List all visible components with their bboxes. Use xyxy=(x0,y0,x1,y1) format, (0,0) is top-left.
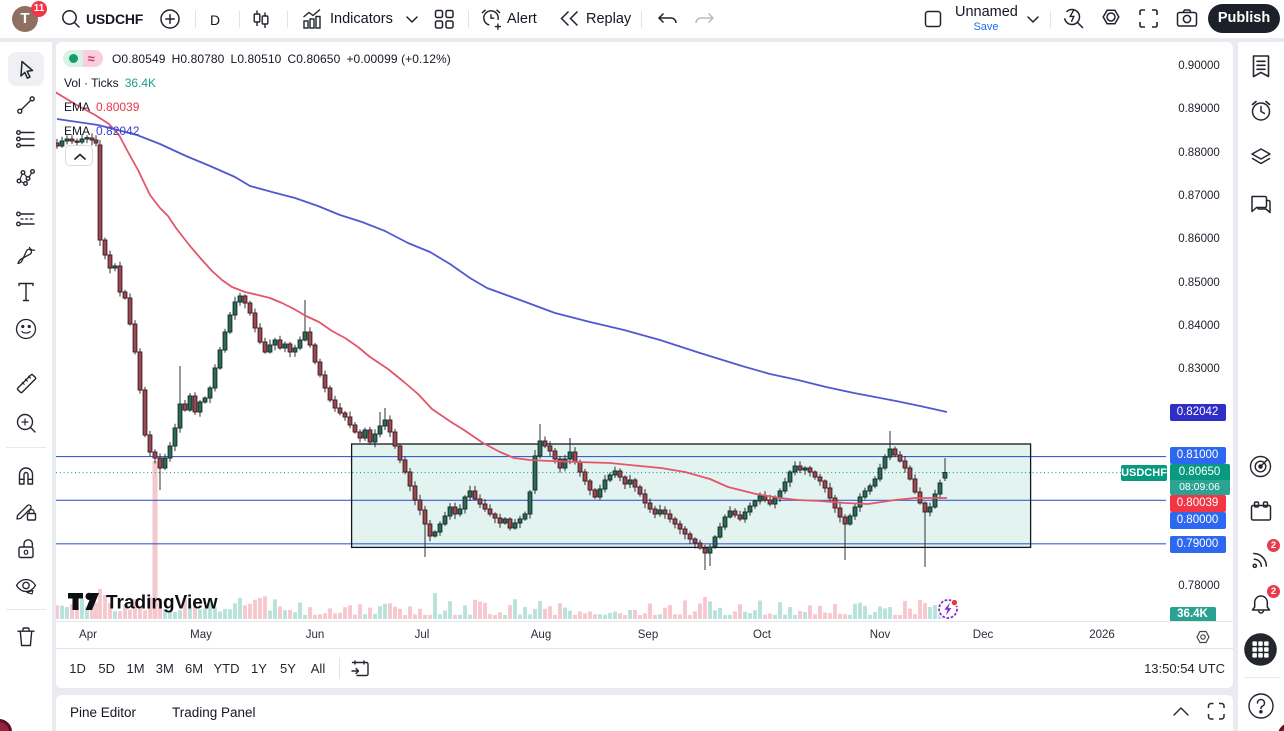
svg-text:TradingView: TradingView xyxy=(106,593,218,614)
